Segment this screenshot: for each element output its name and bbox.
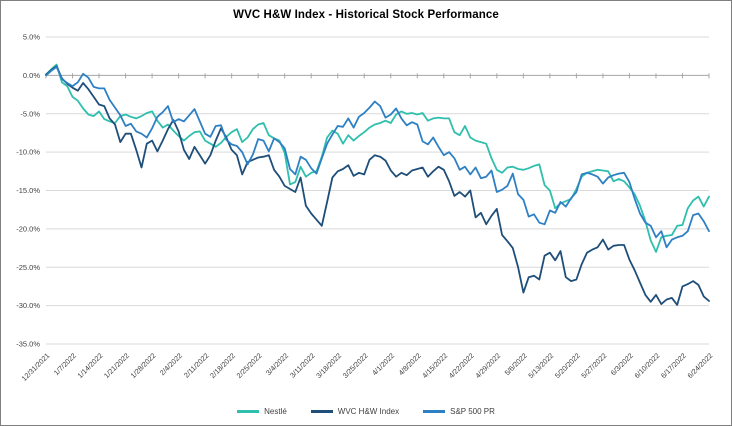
x-tick-label: 3/4/2022 [264, 351, 290, 377]
y-tick-label: 0.0% [23, 71, 40, 80]
x-tick-label: 2/18/2022 [208, 351, 237, 380]
x-tick-label: 4/29/2022 [473, 351, 502, 380]
x-tick-label: 6/3/2022 [609, 351, 635, 377]
x-tick-label: 4/1/2022 [370, 351, 396, 377]
x-tick-label: 2/11/2022 [182, 351, 211, 380]
x-tick-label: 3/18/2022 [314, 351, 343, 380]
x-tick-label: 5/20/2022 [553, 351, 582, 380]
x-tick-label: 4/8/2022 [397, 351, 423, 377]
x-tick-label: 5/27/2022 [579, 351, 608, 380]
x-tick-label: 3/11/2022 [288, 351, 317, 380]
chart-title: WVC H&W Index - Historical Stock Perform… [233, 9, 499, 21]
legend-swatch-line [237, 410, 260, 413]
y-tick-label: -30.0% [16, 301, 40, 310]
y-tick-label: -25.0% [16, 263, 40, 272]
y-tick-label: -20.0% [16, 224, 40, 233]
x-tick-label: 5/13/2022 [526, 351, 555, 380]
x-tick-label: 12/31/2021 [20, 351, 52, 383]
series-line-nestl- [45, 63, 710, 253]
series-line-s-p-500-pr [45, 66, 710, 249]
x-tick-label: 1/7/2022 [52, 351, 78, 377]
legend-item-nestl-: Nestlé [237, 407, 287, 416]
y-tick-label: -35.0% [16, 340, 40, 349]
y-tick-label: -15.0% [16, 186, 40, 195]
x-tick-label: 3/25/2022 [341, 351, 370, 380]
x-tick-label: 6/24/2022 [685, 351, 714, 380]
x-tick-label: 6/17/2022 [659, 351, 688, 380]
x-tick-label: 2/4/2022 [158, 351, 184, 377]
y-tick-label: -5.0% [20, 109, 40, 118]
legend-item-s-p-500-pr: S&P 500 PR [423, 407, 495, 416]
legend-label: Nestlé [264, 407, 287, 416]
x-tick-label: 1/21/2022 [102, 351, 131, 380]
legend-label: WVC H&W Index [337, 407, 400, 416]
x-tick-label: 1/14/2022 [75, 351, 104, 380]
legend-item-wvc-h-w-index: WVC H&W Index [310, 407, 400, 416]
x-tick-label: 2/25/2022 [235, 351, 264, 380]
series-line-wvc-h-w-index [45, 65, 710, 306]
x-tick-label: 1/28/2022 [129, 351, 158, 380]
y-tick-label: -10.0% [16, 148, 40, 157]
legend-label: S&P 500 PR [450, 407, 495, 416]
legend-swatch-line [423, 410, 446, 413]
y-tick-label: 5.0% [23, 33, 40, 42]
legend: Nestlé WVC H&W Index S&P 500 PR [1, 407, 731, 416]
x-tick-label: 5/6/2022 [503, 351, 529, 377]
x-tick-label: 4/22/2022 [447, 351, 476, 380]
x-tick-label: 4/15/2022 [420, 351, 449, 380]
x-tick-label: 6/10/2022 [632, 351, 661, 380]
legend-swatch-line [310, 410, 333, 413]
plot-area: 5.0% 0.0% -5.0% -10.0% -15.0% -20.0% -25.0% -30… [16, 33, 714, 383]
